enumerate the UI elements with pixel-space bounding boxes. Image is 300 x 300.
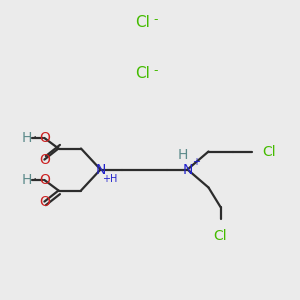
Text: O: O: [39, 173, 50, 187]
Text: +: +: [192, 157, 200, 167]
Text: ·: ·: [32, 131, 37, 145]
Text: H: H: [22, 131, 32, 145]
Text: +H: +H: [102, 174, 117, 184]
Text: H: H: [178, 148, 188, 162]
Text: O: O: [39, 131, 50, 145]
Text: Cl: Cl: [214, 230, 227, 244]
Text: Cl: Cl: [135, 66, 150, 81]
Text: Cl: Cl: [135, 15, 150, 30]
Text: -: -: [153, 13, 158, 26]
Text: O: O: [39, 153, 50, 166]
Text: O: O: [39, 195, 50, 208]
Text: -: -: [153, 64, 158, 77]
Text: N: N: [95, 163, 106, 176]
Text: N: N: [182, 163, 193, 176]
Text: Cl: Cl: [262, 145, 276, 158]
Text: ·: ·: [32, 173, 37, 187]
Text: H: H: [22, 173, 32, 187]
